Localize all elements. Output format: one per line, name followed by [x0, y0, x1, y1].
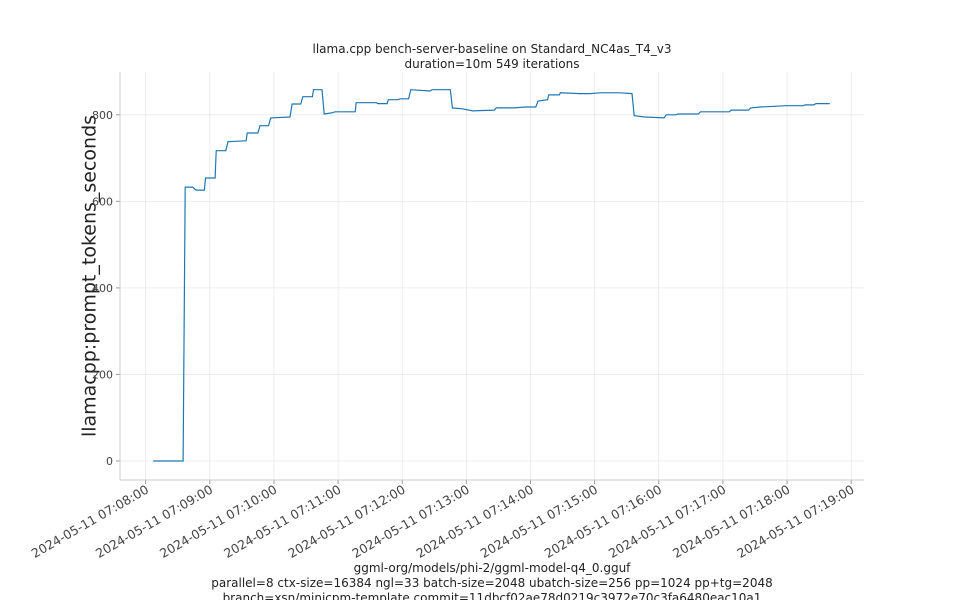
- x-tick-label: 2024-05-11 07:18:00: [670, 482, 793, 561]
- x-tick-label: 2024-05-11 07:11:00: [221, 482, 344, 561]
- x-tick-label: 2024-05-11 07:09:00: [93, 482, 216, 561]
- y-tick-label: 400: [92, 282, 113, 295]
- x-axis-label: parallel=8 ctx-size=16384 ngl=33 batch-s…: [211, 576, 772, 590]
- x-tick-label: 2024-05-11 07:17:00: [606, 482, 729, 561]
- x-tick-label: 2024-05-11 07:14:00: [414, 482, 537, 561]
- y-tick-label: 0: [106, 455, 113, 468]
- y-tick-label: 800: [92, 109, 113, 122]
- y-tick-label: 600: [92, 195, 113, 208]
- x-tick-label: 2024-05-11 07:12:00: [285, 482, 408, 561]
- x-axis-label: ggml-org/models/phi-2/ggml-model-q4_0.gg…: [354, 561, 632, 575]
- y-axis-label: llamacpp:prompt_tokens_seconds: [79, 115, 101, 437]
- x-axis-label: branch=xsn/minicpm-template commit=11dbc…: [223, 591, 762, 600]
- x-tick-label: 2024-05-11 07:19:00: [734, 482, 857, 561]
- x-tick-label: 2024-05-11 07:15:00: [478, 482, 601, 561]
- chart-title: llama.cpp bench-server-baseline on Stand…: [313, 42, 672, 56]
- data-line: [153, 89, 830, 462]
- x-tick-label: 2024-05-11 07:16:00: [542, 482, 665, 561]
- x-tick-label: 2024-05-11 07:08:00: [29, 482, 152, 561]
- x-tick-label: 2024-05-11 07:10:00: [157, 482, 280, 561]
- y-tick-label: 200: [92, 368, 113, 381]
- chart-subtitle: duration=10m 549 iterations: [405, 57, 580, 71]
- x-tick-label: 2024-05-11 07:13:00: [349, 482, 472, 561]
